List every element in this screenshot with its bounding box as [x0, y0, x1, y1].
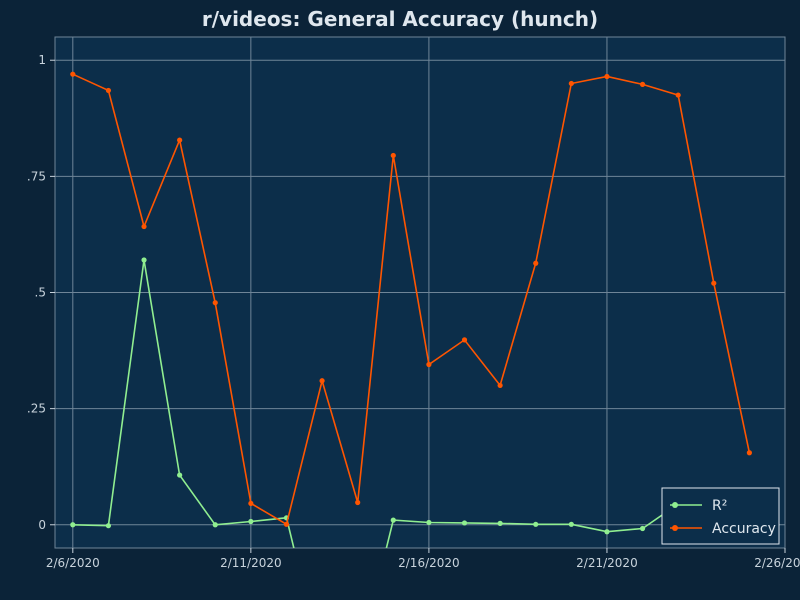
- legend-swatch-marker: [672, 502, 678, 508]
- data-point-r-squared[interactable]: [390, 517, 396, 523]
- axes: 0 .25 .5 .75 1 2/6/2020 2/11/2020 2/16/2020 2/21…: [27, 53, 800, 570]
- y-tick-label: .75: [27, 169, 46, 183]
- y-tick-label: 1: [38, 53, 46, 67]
- legend-label: Accuracy: [712, 521, 776, 537]
- data-point-accuracy[interactable]: [497, 382, 503, 389]
- x-tick-label: 2/6/2020: [46, 556, 100, 570]
- data-point-r-squared[interactable]: [568, 521, 574, 527]
- data-point-accuracy[interactable]: [355, 499, 361, 506]
- x-tick-label: 2/21/2020: [576, 556, 638, 570]
- series-r-squared: [70, 257, 752, 548]
- series-layer: [70, 71, 752, 548]
- data-point-r-squared[interactable]: [105, 523, 112, 529]
- data-point-accuracy[interactable]: [105, 87, 112, 94]
- x-tick-label: 2/11/2020: [220, 556, 282, 570]
- legend: R² Accuracy: [661, 487, 780, 545]
- data-point-accuracy[interactable]: [319, 378, 325, 384]
- data-point-r-squared[interactable]: [141, 257, 147, 263]
- data-point-accuracy[interactable]: [533, 260, 539, 266]
- data-point-accuracy[interactable]: [177, 137, 183, 143]
- data-point-accuracy[interactable]: [70, 71, 76, 77]
- data-point-r-squared[interactable]: [248, 518, 254, 525]
- data-point-accuracy[interactable]: [248, 500, 254, 507]
- data-point-accuracy[interactable]: [675, 92, 681, 98]
- data-point-accuracy[interactable]: [212, 300, 218, 306]
- x-tick-label: 2/26/2020: [754, 556, 800, 570]
- data-point-r-squared[interactable]: [533, 521, 539, 527]
- legend-item-accuracy[interactable]: Accuracy: [670, 521, 776, 537]
- data-point-r-squared[interactable]: [212, 522, 218, 528]
- legend-swatch-marker: [672, 525, 678, 531]
- data-point-r-squared[interactable]: [461, 520, 468, 526]
- data-point-accuracy[interactable]: [746, 450, 752, 456]
- data-point-r-squared[interactable]: [426, 519, 432, 526]
- chart-title: r/videos: General Accuracy (hunch): [202, 7, 598, 31]
- legend-label: R²: [712, 498, 727, 514]
- y-tick-label: .25: [27, 402, 46, 416]
- series-line-accuracy: [72, 73, 751, 526]
- data-point-accuracy[interactable]: [141, 223, 147, 230]
- data-point-accuracy[interactable]: [283, 521, 290, 527]
- data-point-accuracy[interactable]: [639, 81, 646, 87]
- y-tick-label: .5: [35, 286, 46, 300]
- data-point-r-squared[interactable]: [497, 520, 503, 526]
- data-point-accuracy[interactable]: [390, 152, 396, 159]
- legend-item-r-squared[interactable]: R²: [670, 498, 727, 514]
- data-point-accuracy[interactable]: [604, 73, 610, 80]
- legend-box: [661, 487, 780, 545]
- data-point-accuracy[interactable]: [461, 337, 468, 343]
- series-accuracy: [70, 71, 752, 527]
- y-tick-label: 0: [38, 518, 46, 532]
- x-tick-label: 2/16/2020: [398, 556, 460, 570]
- data-point-r-squared[interactable]: [70, 522, 76, 528]
- data-point-accuracy[interactable]: [568, 80, 574, 87]
- series-line-r-squared: [72, 259, 750, 548]
- data-point-accuracy[interactable]: [711, 280, 717, 286]
- data-point-r-squared[interactable]: [604, 529, 610, 535]
- data-point-r-squared[interactable]: [639, 525, 646, 532]
- data-point-accuracy[interactable]: [426, 361, 432, 368]
- data-point-r-squared[interactable]: [177, 472, 183, 478]
